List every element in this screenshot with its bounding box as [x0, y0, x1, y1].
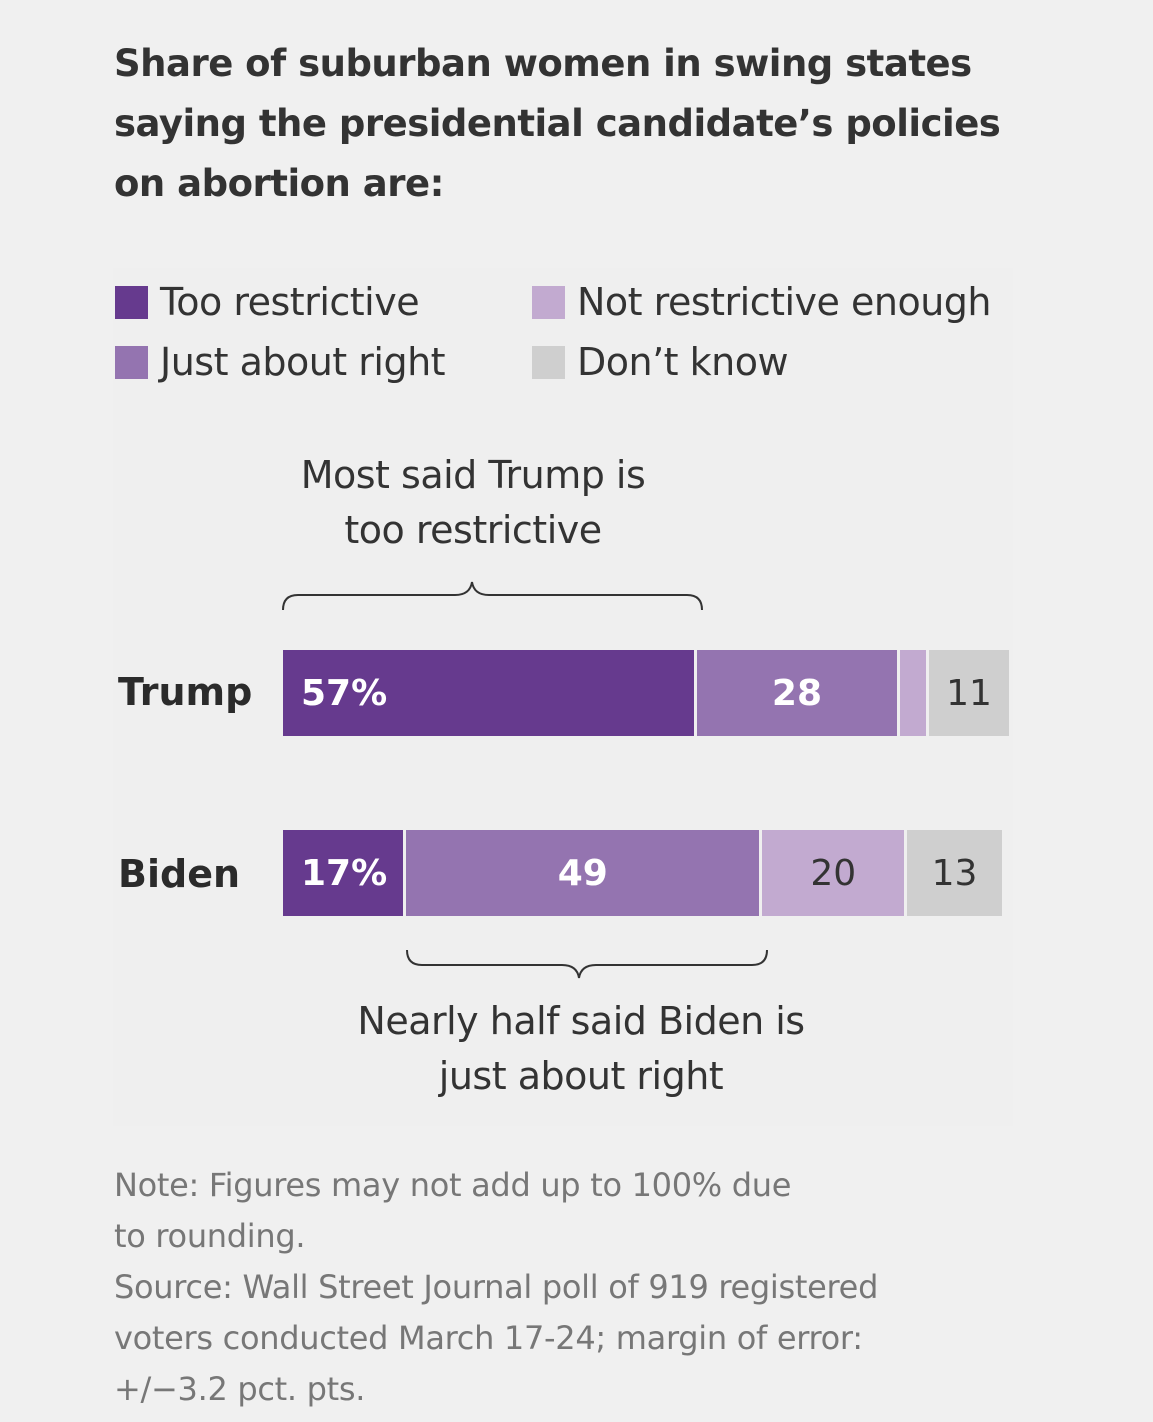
legend-swatch	[115, 345, 148, 379]
bar-biden-just-about-right: 49	[406, 830, 760, 916]
annotation-biden: Nearly half said Biden is just about rig…	[331, 994, 831, 1104]
notes: Note: Figures may not add up to 100% due…	[114, 1160, 994, 1415]
legend-label: Don’t know	[577, 340, 789, 384]
brace-trump	[282, 581, 703, 611]
annotation-line: Most said Trump is	[300, 453, 646, 497]
bar-biden-too-restrictive: 17%	[283, 830, 404, 916]
row-label-biden: Biden	[118, 852, 241, 896]
bar-value-label: 57%	[301, 672, 388, 714]
legend-label: Not restrictive enough	[577, 280, 992, 324]
bar-value-label: 20	[810, 852, 857, 894]
annotation-line: Nearly half said Biden is	[357, 999, 805, 1043]
brace-biden	[406, 949, 768, 979]
source-line: Source: Wall Street Journal poll of 919 …	[114, 1268, 879, 1306]
bar-trump-not-restrictive-enough	[900, 650, 927, 736]
legend-not-restrictive-enough: Not restrictive enough	[532, 280, 992, 324]
bar-trump-too-restrictive: 57%	[283, 650, 694, 736]
source-line: +/−3.2 pct. pts.	[114, 1370, 366, 1408]
bar-trump-don-t-know: 11	[929, 650, 1009, 736]
bar-value-label: 11	[946, 672, 992, 714]
annotation-line: too restrictive	[344, 508, 602, 552]
legend-swatch	[532, 345, 565, 379]
bar-value-label: 13	[931, 852, 978, 894]
bar-value-label: 49	[557, 852, 608, 894]
legend-just-about-right: Just about right	[115, 340, 446, 384]
bar-biden-don-t-know: 13	[907, 830, 1002, 916]
legend-swatch	[532, 285, 565, 319]
bar-trump-just-about-right: 28	[696, 650, 898, 736]
chart-title: Share of suburban women in swing states …	[114, 42, 1001, 205]
legend-too-restrictive: Too restrictive	[115, 280, 420, 324]
annotation-line: just about right	[438, 1054, 724, 1098]
note-line: to rounding.	[114, 1217, 306, 1255]
legend-label: Too restrictive	[160, 280, 420, 324]
note-line: Note: Figures may not add up to 100% due	[114, 1166, 792, 1204]
legend-swatch	[115, 285, 148, 319]
bar-biden-not-restrictive-enough: 20	[762, 830, 905, 916]
bar-value-label: 17%	[301, 852, 388, 894]
bar-value-label: 28	[771, 672, 822, 714]
annotation-trump: Most said Trump is too restrictive	[223, 448, 723, 558]
legend-dont-know: Don’t know	[532, 340, 789, 384]
legend-label: Just about right	[160, 340, 446, 384]
source-line: voters conducted March 17-24; margin of …	[114, 1319, 863, 1357]
row-label-trump: Trump	[118, 670, 253, 714]
